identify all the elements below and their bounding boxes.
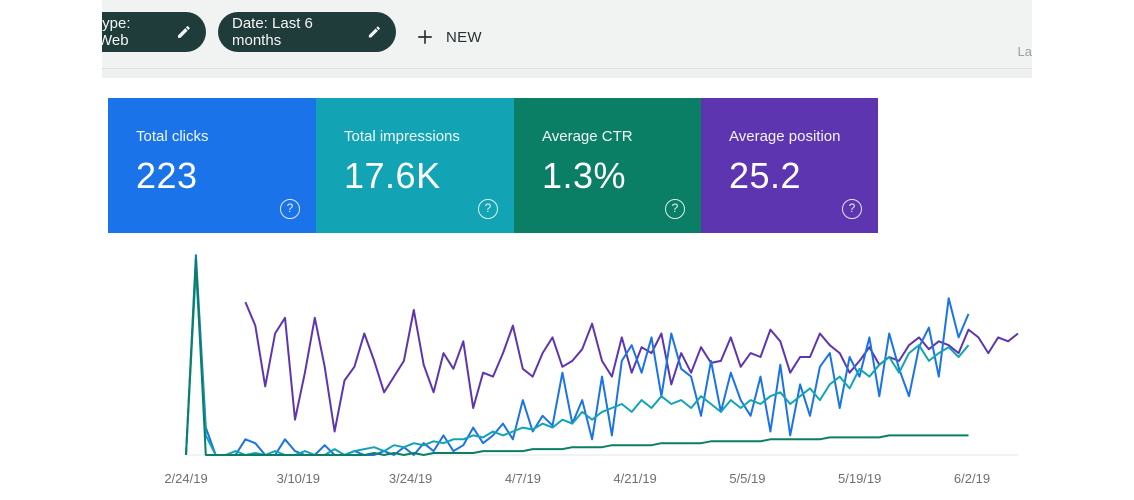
- metric-value: 223: [136, 155, 198, 196]
- x-tick-label: 3/10/19: [277, 471, 320, 486]
- performance-chart: 2/24/19 3/10/19 3/24/19 4/7/19 4/21/19 5/5/19…: [102, 241, 1032, 500]
- metric-tile-average-ctr[interactable]: Average CTR 1.3% ?: [514, 98, 701, 233]
- type-filter-label: type: Web: [102, 15, 131, 49]
- x-tick-label: 4/21/19: [613, 471, 656, 486]
- series-line-3: [185, 258, 969, 456]
- x-tick-label: 5/5/19: [729, 471, 765, 486]
- help-icon[interactable]: ?: [280, 199, 300, 219]
- metric-tile-total-clicks[interactable]: Total clicks 223 ?: [108, 98, 316, 233]
- x-tick-label: 2/24/19: [164, 471, 207, 486]
- x-tick-label: 3/24/19: [389, 471, 432, 486]
- new-filter-label: NEW: [446, 28, 482, 46]
- metric-tile-total-impressions[interactable]: Total impressions 17.6K ?: [316, 98, 514, 233]
- type-filter-chip[interactable]: type: Web: [102, 12, 206, 52]
- x-tick-label: 5/19/19: [838, 471, 881, 486]
- metric-tiles: Total clicks 223 ? Total impressions 17.…: [108, 98, 878, 233]
- metric-value: 25.2: [729, 155, 802, 196]
- last-updated-text: La: [1017, 44, 1032, 59]
- date-filter-label: Date: Last 6 months: [232, 15, 313, 49]
- help-icon[interactable]: ?: [665, 199, 685, 219]
- x-tick-label: 6/2/19: [954, 471, 990, 486]
- screen: type: Web Date: Last 6 months NEW La Tot…: [102, 0, 1032, 500]
- edit-pencil-icon[interactable]: [176, 24, 192, 40]
- series-line-1: [185, 254, 970, 456]
- metric-label: Average CTR: [542, 128, 633, 145]
- filter-toolbar: type: Web Date: Last 6 months NEW La: [102, 0, 1032, 69]
- metric-label: Average position: [729, 128, 841, 145]
- metric-value: 17.6K: [344, 155, 441, 196]
- metric-label: Total impressions: [344, 128, 460, 145]
- x-tick-label: 4/7/19: [505, 471, 541, 486]
- metric-value: 1.3%: [542, 155, 627, 196]
- date-filter-chip[interactable]: Date: Last 6 months: [218, 12, 396, 52]
- new-filter-button[interactable]: NEW: [416, 22, 482, 52]
- metric-label: Total clicks: [136, 128, 209, 145]
- performance-panel: Total clicks 223 ? Total impressions 17.…: [102, 78, 1032, 500]
- metric-tile-average-position[interactable]: Average position 25.2 ?: [701, 98, 878, 233]
- help-icon[interactable]: ?: [478, 199, 498, 219]
- help-icon[interactable]: ?: [842, 199, 862, 219]
- line-chart: 2/24/19 3/10/19 3/24/19 4/7/19 4/21/19 5/5/19…: [164, 254, 1019, 486]
- edit-pencil-icon[interactable]: [367, 24, 382, 40]
- plus-icon: [418, 30, 432, 44]
